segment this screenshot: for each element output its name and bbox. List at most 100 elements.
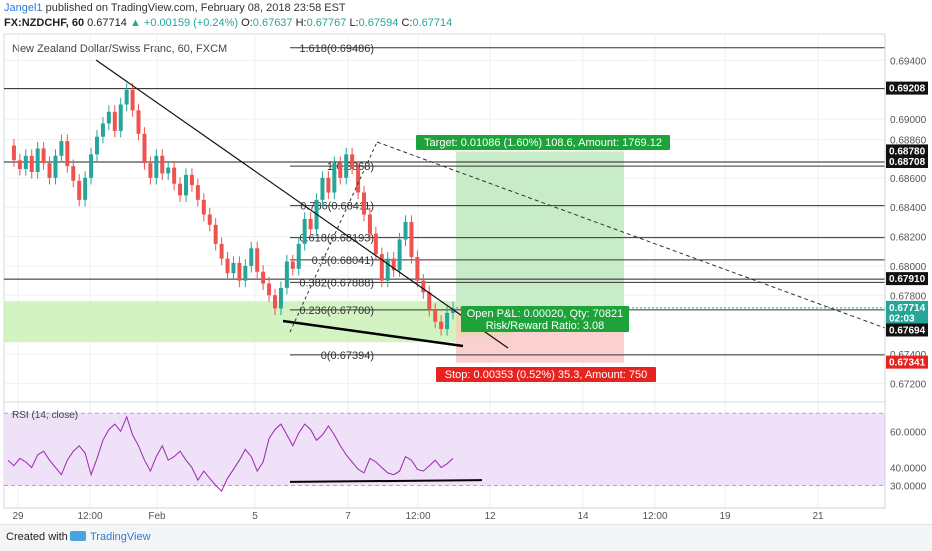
price-label: 0.68780 bbox=[889, 146, 926, 157]
candle-body bbox=[189, 174, 194, 186]
close-value: 0.67714 bbox=[412, 17, 453, 29]
candle-body bbox=[95, 136, 99, 155]
tradingview-logo[interactable]: TradingView bbox=[70, 531, 151, 543]
candle-body bbox=[184, 174, 188, 196]
price-axis[interactable]: 0.69400 0.69000 0.68860 0.68600 0.68400 0.682… bbox=[884, 34, 928, 508]
fib-label: 0.5(0.68041) bbox=[312, 255, 374, 267]
footer: Created with TradingView bbox=[0, 524, 932, 551]
price-tick: 0.68200 bbox=[890, 233, 927, 244]
candle-body bbox=[278, 287, 283, 309]
candle-body bbox=[148, 163, 153, 178]
price-label-bg bbox=[886, 144, 928, 158]
candle-body bbox=[320, 177, 325, 200]
stop-label: Stop: 0.00353 (0.52%) 35.3, Amount: 750 bbox=[445, 369, 647, 381]
candle-body bbox=[112, 111, 117, 131]
candle-body bbox=[308, 218, 313, 230]
down-trendline bbox=[95, 59, 509, 349]
candle-body bbox=[207, 214, 212, 225]
candle-body bbox=[284, 261, 289, 288]
candle-body bbox=[29, 155, 34, 172]
time-tick: 19 bbox=[719, 511, 731, 522]
price-label: 0.68708 bbox=[889, 157, 926, 168]
tradingview-brand: TradingView bbox=[90, 531, 151, 543]
time-tick: 21 bbox=[812, 511, 824, 522]
candle-body bbox=[433, 309, 438, 322]
price-label: 0.67694 bbox=[889, 325, 926, 336]
rsi-panel[interactable]: RSI (14, close) bbox=[4, 401, 885, 492]
created-with-text: Created with bbox=[6, 531, 68, 543]
candle-body bbox=[350, 154, 355, 168]
candle-body bbox=[106, 111, 111, 124]
publish-info: Jangel1 published on TradingView.com, Fe… bbox=[4, 2, 346, 14]
time-axis[interactable]: 29 12:00 Feb 5 7 12:00 12 14 12:00 19 21 bbox=[4, 507, 885, 522]
price-label-bg bbox=[886, 311, 928, 325]
fib-label: 0.236(0.67700) bbox=[299, 305, 374, 317]
candle-body bbox=[130, 89, 135, 111]
candle-body bbox=[83, 177, 88, 200]
candle-body bbox=[136, 110, 141, 134]
candle-body bbox=[338, 163, 343, 178]
rsi-tick: 60.0000 bbox=[890, 427, 927, 438]
open-value: 0.67637 bbox=[252, 17, 293, 29]
candle-body bbox=[445, 312, 450, 330]
time-tick: 12:00 bbox=[405, 511, 430, 522]
candle-body bbox=[356, 167, 361, 193]
high-value: 0.67767 bbox=[306, 17, 347, 29]
candle-body bbox=[23, 155, 28, 170]
candle-body bbox=[385, 258, 390, 281]
author-name[interactable]: Jangel1 bbox=[4, 2, 43, 14]
candle-body bbox=[124, 89, 129, 105]
fib-label: 0.786(0.68411) bbox=[300, 201, 374, 213]
candle-body bbox=[100, 123, 105, 137]
candle-body bbox=[421, 280, 426, 293]
candle-body bbox=[249, 248, 254, 266]
candle-body bbox=[391, 258, 396, 271]
candle-body bbox=[195, 185, 200, 200]
candle-body bbox=[367, 214, 372, 234]
time-tick: 12:00 bbox=[77, 511, 102, 522]
candle-body bbox=[267, 283, 272, 296]
candle-body bbox=[409, 221, 414, 258]
grid bbox=[4, 34, 885, 508]
candle-body bbox=[213, 224, 218, 244]
candle-body bbox=[53, 155, 58, 178]
time-tick: 12:00 bbox=[642, 511, 667, 522]
chart-title: New Zealand Dollar/Swiss Franc, 60, FXCM bbox=[12, 43, 227, 55]
candle-body bbox=[142, 133, 147, 164]
price-tick: 0.68000 bbox=[890, 262, 927, 273]
publish-date: published on TradingView.com, February 0… bbox=[45, 2, 346, 14]
price-label-bg bbox=[886, 355, 928, 369]
candle-body bbox=[59, 141, 64, 156]
candle-body bbox=[326, 177, 331, 193]
candle-body bbox=[332, 163, 337, 193]
candle-body bbox=[11, 145, 16, 161]
candle-body bbox=[344, 154, 349, 178]
support-line bbox=[282, 319, 464, 348]
candle-body bbox=[77, 180, 82, 200]
price-tick: 0.69400 bbox=[890, 56, 927, 67]
candle-body bbox=[172, 167, 177, 184]
high-label: H: bbox=[295, 17, 307, 29]
candle-body bbox=[296, 243, 301, 269]
risk-reward-label: Risk/Reward Ratio: 3.08 bbox=[486, 320, 605, 332]
candles bbox=[11, 83, 455, 336]
rsi-tick: 30.0000 bbox=[890, 482, 927, 493]
candle-body bbox=[403, 221, 408, 240]
trendlines[interactable] bbox=[95, 59, 886, 349]
price-tick: 0.67800 bbox=[890, 291, 927, 302]
candle-body bbox=[362, 192, 366, 215]
candle-body bbox=[373, 233, 378, 255]
candle-body bbox=[154, 155, 159, 178]
candle-body bbox=[65, 141, 70, 167]
price-chart[interactable]: New Zealand Dollar/Swiss Franc, 60, FXCM… bbox=[0, 0, 932, 524]
fib-label: 0.382(0.67888) bbox=[299, 277, 374, 289]
fib-label: 0(0.67394) bbox=[321, 350, 374, 362]
rsi-title: RSI (14, close) bbox=[12, 410, 78, 421]
price-label: 02:03 bbox=[889, 314, 915, 325]
price-tick: 0.69000 bbox=[890, 115, 927, 126]
candle-body bbox=[290, 261, 295, 269]
rsi-tick: 40.0000 bbox=[890, 463, 927, 474]
price-tick: 0.68400 bbox=[890, 203, 927, 214]
candle-body bbox=[160, 155, 165, 174]
candle-body bbox=[178, 183, 183, 196]
